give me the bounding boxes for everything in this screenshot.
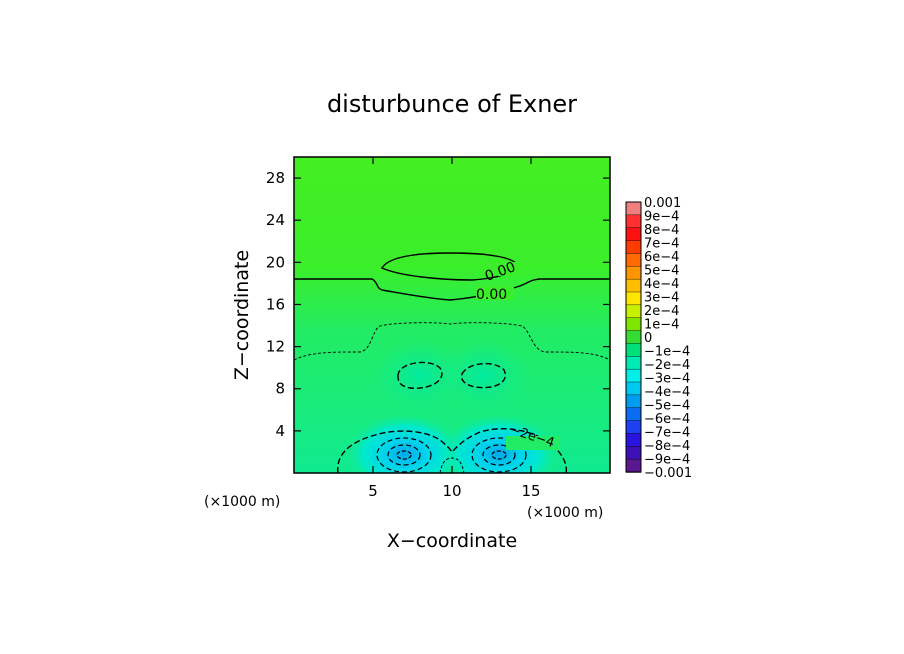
contour-core-right-3: [491, 450, 507, 460]
colorbar-swatch: [625, 343, 642, 357]
minimum-core-right: [439, 414, 559, 473]
mid-minimum-left: [375, 340, 465, 410]
colorbar-swatch: [625, 291, 642, 306]
x-unit-label: (×1000 m): [204, 494, 280, 510]
colorbar-label: −0.001: [644, 466, 692, 481]
y-tick-label: 4: [275, 422, 285, 440]
contour-core-left-1: [376, 437, 432, 473]
colorbar-label: 4e−4: [644, 277, 679, 292]
y-tick-label: 8: [275, 380, 285, 398]
colorbar-label: −6e−4: [644, 412, 690, 427]
colorbar-swatch: [625, 394, 642, 409]
mid-minimum-right: [439, 340, 529, 410]
x-axis-label: X−coordinate: [387, 530, 517, 552]
colorbar-label: 1e−4: [644, 318, 679, 333]
colorbar-label: 5e−4: [644, 264, 679, 279]
y-tick-label: 28: [266, 169, 285, 187]
colorbar-swatch: [625, 356, 642, 370]
colorbar-swatch: [625, 420, 642, 435]
minimum-core-left: [345, 414, 465, 473]
contour-core-left-3: [396, 450, 412, 460]
y-tick-label: 16: [266, 295, 285, 313]
colorbar-swatch: [625, 330, 642, 345]
contour-core-right-1: [471, 437, 527, 473]
x-tick-label: 15: [521, 482, 540, 500]
colorbar-swatch: [625, 278, 642, 293]
colorbar-label: 3e−4: [644, 291, 679, 306]
colorbar: 0.0019e−48e−47e−46e−45e−44e−43e−42e−41e−…: [625, 196, 692, 481]
colorbar-label: −4e−4: [644, 385, 690, 400]
colorbar-swatch: [625, 446, 642, 460]
contour-mid-left: [397, 361, 443, 389]
colorbar-swatch: [625, 368, 642, 383]
y-tick-label: 24: [266, 211, 285, 229]
y-axis-label: Z−coordinate: [231, 250, 253, 380]
colorbar-label: 6e−4: [644, 250, 679, 265]
colorbar-swatch: [625, 253, 642, 267]
contour-neg1e4: [294, 322, 610, 361]
x-tick-label: 5: [368, 482, 378, 500]
colorbar-label: 2e−4: [644, 304, 679, 319]
colorbar-label: 9e−4: [644, 210, 679, 225]
colorbar-label: −1e−4: [644, 345, 690, 360]
colorbar-swatch: [625, 304, 642, 319]
contour-core-left-2: [387, 444, 421, 466]
colorbar-label: 8e−4: [644, 223, 679, 238]
contour-zero-main: [294, 278, 610, 301]
colorbar-label: 0.001: [644, 196, 681, 211]
colorbar-swatch: [625, 214, 642, 229]
y-unit-label: (×1000 m): [527, 505, 603, 521]
colorbar-label: −7e−4: [644, 426, 690, 441]
colorbar-frame: [625, 201, 642, 473]
colorbar-label: −3e−4: [644, 372, 690, 387]
y-tick-label: 20: [266, 253, 285, 271]
contour-core-right-2: [482, 444, 516, 466]
colorbar-swatch: [625, 317, 642, 332]
field-background: [294, 157, 610, 473]
colorbar-swatch: [625, 381, 642, 396]
colorbar-swatch: [625, 407, 642, 422]
contour-center-low: [439, 457, 465, 473]
chart-title: disturbunce of Exner: [327, 90, 577, 118]
colorbar-label: 0: [644, 331, 652, 346]
contour-mid-right: [460, 363, 506, 389]
x-axis-ticks: 5 10 15: [368, 157, 541, 500]
colorbar-label: 7e−4: [644, 237, 679, 252]
colorbar-swatch: [625, 433, 642, 447]
contour-label-2: 0.00: [476, 287, 507, 303]
colorbar-label: −5e−4: [644, 399, 690, 414]
colorbar-label: −2e−4: [644, 358, 690, 373]
plot-area: 0.00 0.00 −2e−4: [294, 157, 610, 473]
y-tick-label: 12: [266, 338, 285, 356]
colorbar-swatch: [625, 266, 642, 280]
colorbar-swatch: [625, 227, 642, 242]
colorbar-label: −8e−4: [644, 439, 690, 454]
x-tick-label: 10: [442, 482, 461, 500]
colorbar-swatch: [625, 240, 642, 255]
colorbar-swatch: [625, 458, 642, 473]
colorbar-label: −9e−4: [644, 453, 690, 468]
y-axis-ticks: 4 8 12 16 20 24 28: [266, 169, 610, 440]
colorbar-swatch: [625, 201, 642, 216]
